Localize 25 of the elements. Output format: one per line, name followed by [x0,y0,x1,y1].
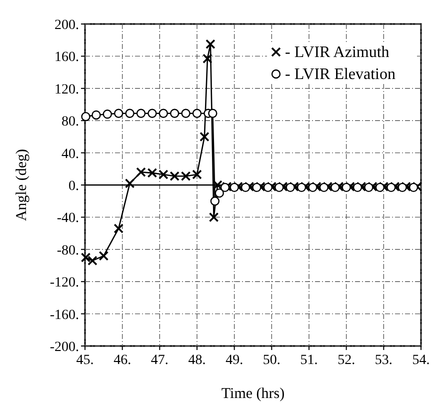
y-tick-label: -200. [50,340,79,355]
x-tick-label: 53. [374,353,392,368]
y-tick-label: 40. [62,146,79,162]
y-tick-label: -40. [56,211,79,226]
y-tick-label: 160. [54,50,79,66]
x-tick-label: 46. [114,353,132,368]
y-tick-label: 200. [54,18,79,33]
y-tick-label: -80. [56,243,79,258]
y-tick-label: 0. [68,179,79,194]
y-tick-label: 120. [54,82,79,98]
x-axis-title: Time (hrs) [221,386,285,402]
x-tick-label: 45. [76,353,94,368]
x-tick-label: 47. [150,353,168,368]
y-axis-title: Angle (deg) [14,148,30,222]
y-tick-label: -120. [50,276,79,291]
x-tick-label: 49. [226,353,244,368]
x-tick-label: 54. [412,353,430,368]
x-tick-label: 48. [188,353,206,368]
y-tick-label: 80. [62,114,79,130]
x-tick-label: 52. [338,353,356,368]
x-tick-label: 50. [262,353,280,368]
y-tick-label: -160. [50,308,79,323]
legend-label: - LVIR Azimuth [285,44,390,61]
x-tick-label: 51. [300,353,318,368]
legend-label: - LVIR Elevation [285,66,396,83]
